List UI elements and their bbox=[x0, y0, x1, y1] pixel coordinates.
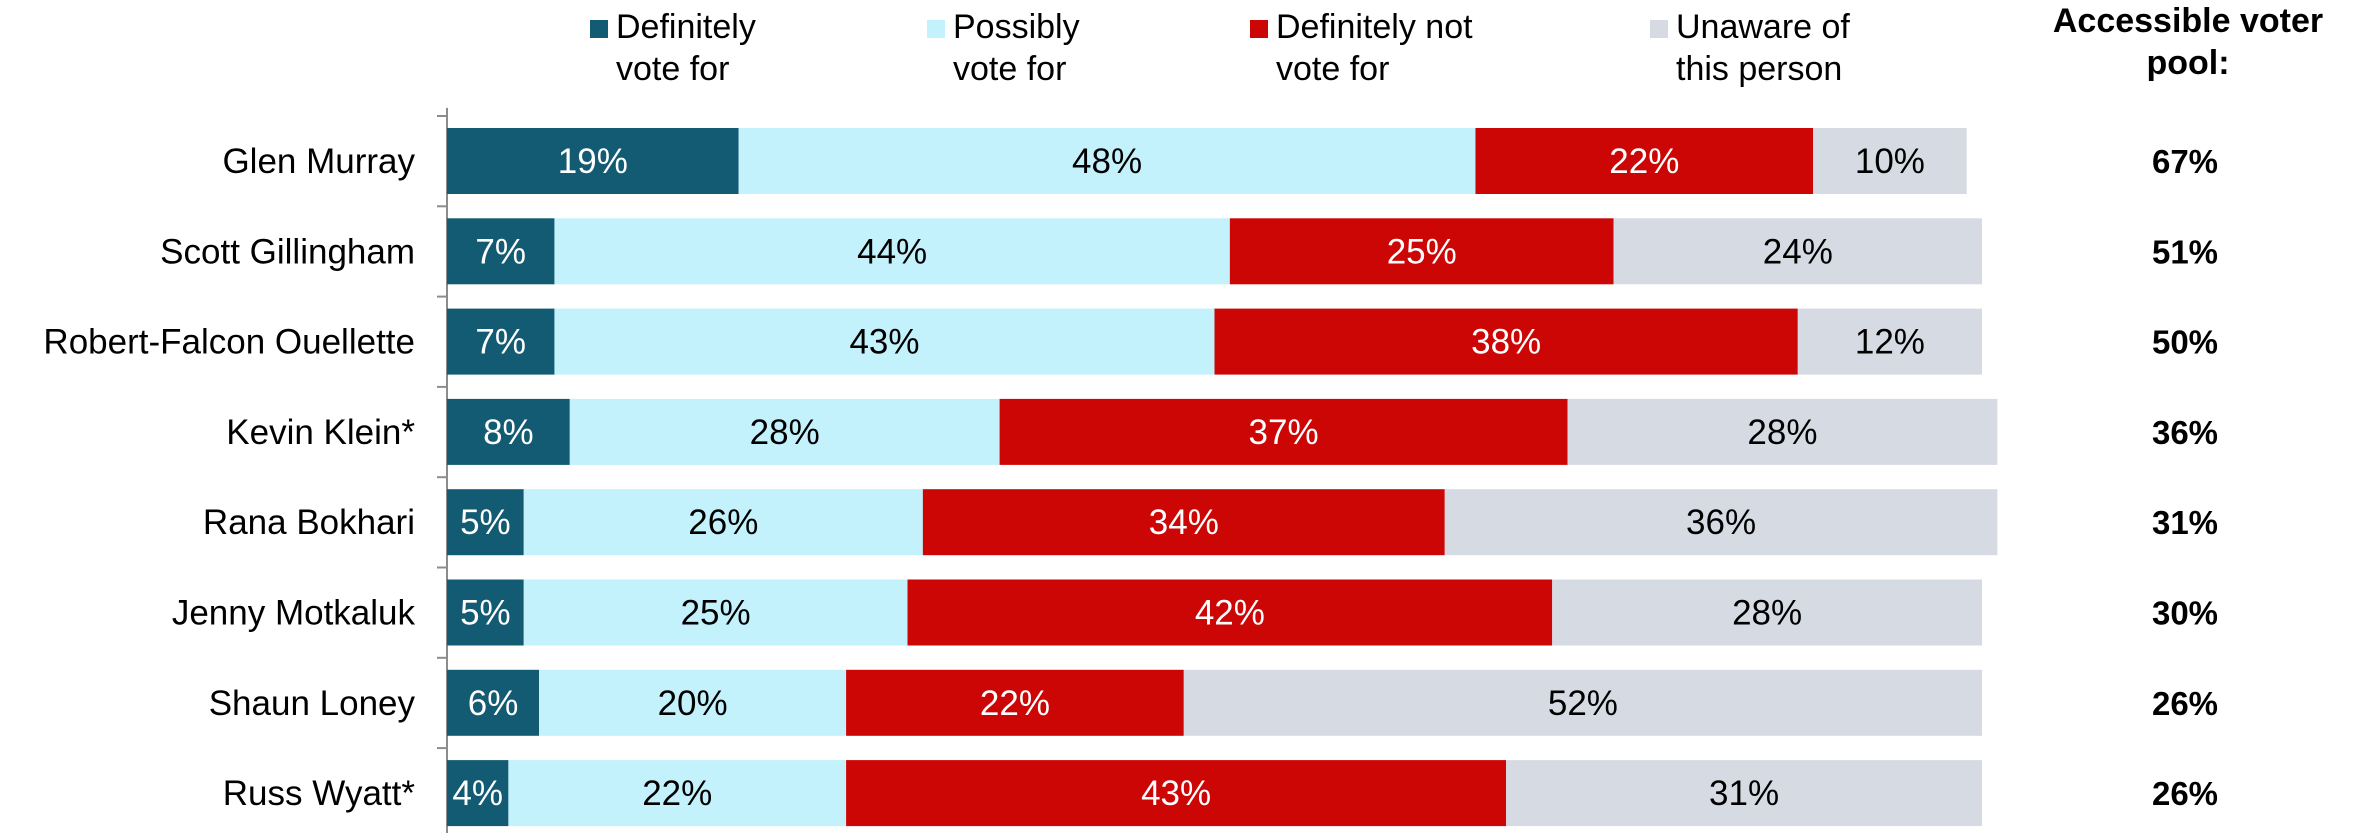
legend-label: Unaware of this person bbox=[1676, 8, 1850, 88]
bar-segment bbox=[447, 760, 509, 827]
data-label: 6% bbox=[468, 684, 519, 723]
legend-swatch bbox=[1250, 20, 1268, 38]
data-label: 22% bbox=[980, 684, 1050, 723]
accessible-pool-value: 51% bbox=[2152, 233, 2218, 270]
data-label: 8% bbox=[483, 413, 534, 452]
bar-segment bbox=[999, 398, 1568, 465]
row-label: Kevin Klein* bbox=[226, 413, 415, 452]
accessible-pool-value: 50% bbox=[2152, 324, 2218, 361]
bar-segment bbox=[523, 579, 908, 646]
row-label: Glen Murray bbox=[222, 142, 415, 181]
data-label: 7% bbox=[475, 323, 526, 362]
bar-segment bbox=[554, 218, 1230, 285]
bar-segment bbox=[922, 489, 1445, 556]
bar-segment bbox=[523, 489, 923, 556]
legend-label: Possibly vote for bbox=[953, 8, 1080, 88]
data-label: 4% bbox=[452, 774, 503, 813]
accessible-pool-value: 26% bbox=[2152, 685, 2218, 722]
data-label: 25% bbox=[1387, 232, 1457, 271]
bar-segment bbox=[554, 308, 1215, 375]
row-label: Scott Gillingham bbox=[160, 232, 415, 271]
row-label: Jenny Motkaluk bbox=[172, 594, 416, 633]
legend-swatch bbox=[927, 20, 945, 38]
data-label: 12% bbox=[1855, 323, 1925, 362]
bar-segment bbox=[447, 398, 570, 465]
bar-segment bbox=[1444, 489, 1998, 556]
data-label: 22% bbox=[642, 774, 712, 813]
data-label: 22% bbox=[1609, 142, 1679, 181]
bar-segment bbox=[1183, 669, 1982, 736]
row-label: Russ Wyatt* bbox=[223, 774, 416, 813]
legend-label: Definitely vote for bbox=[616, 8, 756, 88]
bar-segment bbox=[447, 579, 524, 646]
bar-segment bbox=[447, 489, 524, 556]
bar-segment bbox=[508, 760, 847, 827]
bar-segment bbox=[1229, 218, 1614, 285]
data-label: 24% bbox=[1763, 232, 1833, 271]
bar-segment bbox=[1506, 760, 1982, 827]
data-label: 28% bbox=[1747, 413, 1817, 452]
data-label: 36% bbox=[1686, 503, 1756, 542]
bar-segment bbox=[539, 669, 847, 736]
data-label: 20% bbox=[658, 684, 728, 723]
row-label: Robert-Falcon Ouellette bbox=[43, 323, 415, 362]
data-label: 37% bbox=[1249, 413, 1319, 452]
bar-segment bbox=[1813, 128, 1967, 194]
data-label: 28% bbox=[750, 413, 820, 452]
data-label: 19% bbox=[558, 142, 628, 181]
data-label: 28% bbox=[1732, 594, 1802, 633]
data-label: 7% bbox=[475, 232, 526, 271]
data-label: 48% bbox=[1072, 142, 1142, 181]
bar-segment bbox=[907, 579, 1553, 646]
data-label: 44% bbox=[857, 232, 927, 271]
bar-segment bbox=[1552, 579, 1982, 646]
accessible-pool-value: 26% bbox=[2152, 775, 2218, 812]
bar-segment bbox=[447, 669, 540, 736]
bar-segment bbox=[447, 218, 555, 285]
row-label: Rana Bokhari bbox=[203, 503, 415, 542]
bar-segment bbox=[447, 128, 739, 194]
bar-segment bbox=[846, 760, 1507, 827]
accessible-pool-value: 67% bbox=[2152, 143, 2218, 180]
bar-segment bbox=[447, 308, 555, 375]
data-label: 34% bbox=[1149, 503, 1219, 542]
accessible-pool-value: 36% bbox=[2152, 414, 2218, 451]
data-label: 42% bbox=[1195, 594, 1265, 633]
data-label: 26% bbox=[688, 503, 758, 542]
bar-segment bbox=[1797, 308, 1982, 375]
accessible-pool-value: 31% bbox=[2152, 504, 2218, 541]
row-label: Shaun Loney bbox=[209, 684, 416, 723]
data-label: 31% bbox=[1709, 774, 1779, 813]
data-label: 52% bbox=[1548, 684, 1618, 723]
legend-swatch bbox=[1650, 20, 1668, 38]
accessible-pool-value: 30% bbox=[2152, 595, 2218, 632]
bar-segment bbox=[738, 128, 1476, 194]
bar-segment bbox=[1475, 128, 1814, 194]
bar-segment bbox=[1567, 398, 1998, 465]
data-label: 43% bbox=[1141, 774, 1211, 813]
legend-label: Definitely not vote for bbox=[1276, 8, 1473, 88]
accessible-voter-pool-title: Accessible voter pool: bbox=[2052, 2, 2324, 82]
legend-swatch bbox=[590, 20, 608, 38]
data-label: 5% bbox=[460, 503, 511, 542]
data-label: 38% bbox=[1471, 323, 1541, 362]
data-label: 43% bbox=[849, 323, 919, 362]
data-label: 5% bbox=[460, 594, 511, 633]
bar-segment bbox=[569, 398, 1000, 465]
bar-segment bbox=[1214, 308, 1798, 375]
data-label: 25% bbox=[681, 594, 751, 633]
bar-segment bbox=[1613, 218, 1982, 285]
bar-segment bbox=[846, 669, 1184, 736]
data-label: 10% bbox=[1855, 142, 1925, 181]
